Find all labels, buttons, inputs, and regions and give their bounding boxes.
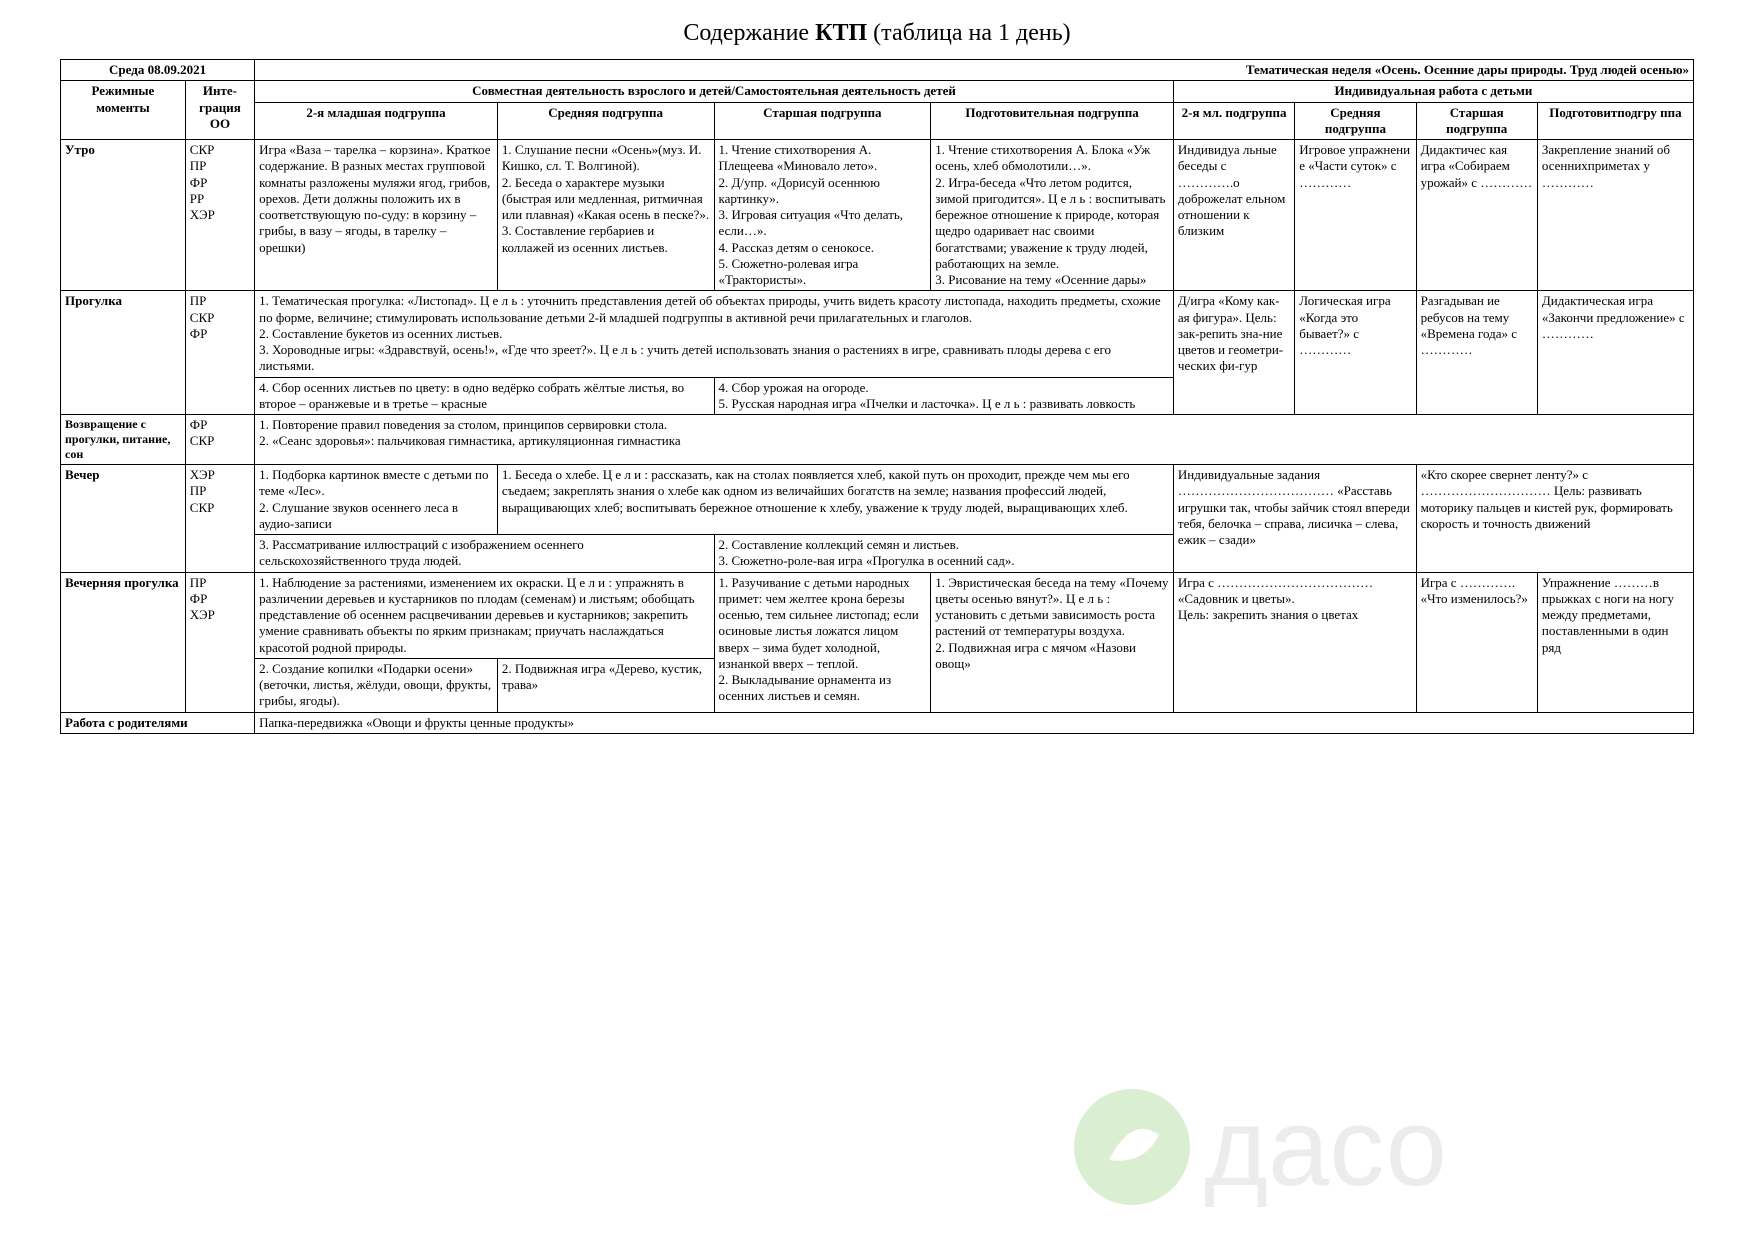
morning-oo: СКРПРФРРРХЭР bbox=[185, 140, 254, 291]
h-oo: Инте-грация ОО bbox=[185, 81, 254, 140]
evewalk-c9: Игра с …………. «Что изменилось?» bbox=[1416, 572, 1537, 712]
evewalk-c4-bot: 2. Подвижная игра «Дерево, кустик, трава… bbox=[497, 658, 714, 712]
h-sub4: Средняя подгруппа bbox=[497, 102, 714, 140]
morning-c5: 1. Чтение стихотворения А. Плещеева «Мин… bbox=[714, 140, 931, 291]
walk-bot-left: 4. Сбор осенних листьев по цвету: в одно… bbox=[255, 377, 714, 415]
evening-c3: 1. Подборка картинок вместе с детьми по … bbox=[255, 465, 498, 535]
h-sub10: Подготовитподгру ппа bbox=[1537, 102, 1693, 140]
title-prefix: Содержание bbox=[683, 20, 815, 46]
evening-c56-bot: 2. Составление коллекций семян и листьев… bbox=[714, 535, 1173, 573]
morning-c9: Дидактичес кая игра «Собираем урожай» с … bbox=[1416, 140, 1537, 291]
h-moments: Режимные моменты bbox=[61, 81, 186, 140]
evening-c34-bot: 3. Рассматривание иллюстраций с изображе… bbox=[255, 535, 714, 573]
title-suffix: (таблица на 1 день) bbox=[867, 20, 1071, 46]
evewalk-c78: Игра с ……………………………… «Садовник и цветы».Ц… bbox=[1173, 572, 1416, 712]
h-sub3: 2-я младшая подгруппа bbox=[255, 102, 498, 140]
return-label: Возвращение с прогулки, питание, сон bbox=[61, 415, 186, 465]
walk-oo: ПРСКРФР bbox=[185, 291, 254, 415]
evewalk-c5: 1. Разучивание с детьми народных примет:… bbox=[714, 572, 931, 712]
morning-c3: Игра «Ваза – тарелка – корзина». Краткое… bbox=[255, 140, 498, 291]
h-sub9: Старшая подгруппа bbox=[1416, 102, 1537, 140]
h-sub6: Подготовительная подгруппа bbox=[931, 102, 1174, 140]
return-oo: ФРСКР bbox=[185, 415, 254, 465]
evening-c78: Индивидуальные задания ……………………………… «Рас… bbox=[1173, 465, 1416, 573]
walk-top: 1. Тематическая прогулка: «Листопад». Ц … bbox=[255, 291, 1174, 377]
evewalk-oo: ПРФРХЭР bbox=[185, 572, 254, 712]
evewalk-c10: Упражнение ………в прыжках с ноги на ногу м… bbox=[1537, 572, 1693, 712]
date-cell: Среда 08.09.2021 bbox=[61, 60, 255, 81]
morning-c6: 1. Чтение стихотворения А. Блока «Уж осе… bbox=[931, 140, 1174, 291]
walk-label: Прогулка bbox=[61, 291, 186, 415]
morning-c8: Игровое упражнени е «Части суток» с ………… bbox=[1295, 140, 1416, 291]
svg-text:дасо: дасо bbox=[1204, 1086, 1447, 1209]
morning-c10: Закрепление знаний об осеннихприметах у … bbox=[1537, 140, 1693, 291]
evening-row-1: Вечер ХЭРПРСКР 1. Подборка картинок вмес… bbox=[61, 465, 1694, 535]
header-row-1: Режимные моменты Инте-грация ОО Совместн… bbox=[61, 81, 1694, 102]
walk-c10: Дидактическая игра «Закончи предложение»… bbox=[1537, 291, 1693, 415]
evewalk-c34-top: 1. Наблюдение за растениями, изменением … bbox=[255, 572, 714, 658]
morning-c4: 1. Слушание песни «Осень»(муз. И. Кишко,… bbox=[497, 140, 714, 291]
evewalk-c3-bot: 2. Создание копилки «Подарки осени» (вет… bbox=[255, 658, 498, 712]
title-bold: КТП bbox=[815, 20, 867, 46]
parents-text: Папка-передвижка «Овощи и фрукты ценные … bbox=[255, 712, 1694, 733]
h-sub8: Средняя подгруппа bbox=[1295, 102, 1416, 140]
watermark-logo: дасо bbox=[1064, 1065, 1484, 1220]
evening-c910: «Кто скорее свернет ленту?» с …………………………… bbox=[1416, 465, 1693, 573]
evening-label: Вечер bbox=[61, 465, 186, 573]
evening-c456: 1. Беседа о хлебе. Ц е л и : рассказать,… bbox=[497, 465, 1173, 535]
date-row: Среда 08.09.2021 Тематическая неделя «Ос… bbox=[61, 60, 1694, 81]
evewalk-row-1: Вечерняя прогулка ПРФРХЭР 1. Наблюдение … bbox=[61, 572, 1694, 658]
h-joint: Совместная деятельность взрослого и дете… bbox=[255, 81, 1174, 102]
h-sub7: 2-я мл. подгруппа bbox=[1173, 102, 1294, 140]
theme-cell: Тематическая неделя «Осень. Осенние дары… bbox=[255, 60, 1694, 81]
walk-row-1: Прогулка ПРСКРФР 1. Тематическая прогулк… bbox=[61, 291, 1694, 377]
walk-bot-right: 4. Сбор урожая на огороде.5. Русская нар… bbox=[714, 377, 1173, 415]
morning-label: Утро bbox=[61, 140, 186, 291]
walk-c8: Логическая игра «Когда это бывает?» с ……… bbox=[1295, 291, 1416, 415]
return-row: Возвращение с прогулки, питание, сон ФРС… bbox=[61, 415, 1694, 465]
morning-row: Утро СКРПРФРРРХЭР Игра «Ваза – тарелка –… bbox=[61, 140, 1694, 291]
return-text: 1. Повторение правил поведения за столом… bbox=[255, 415, 1694, 465]
walk-c9: Разгадыван ие ребусов на тему «Времена г… bbox=[1416, 291, 1537, 415]
h-indiv: Индивидуальная работа с детьми bbox=[1173, 81, 1693, 102]
header-row-2: 2-я младшая подгруппа Средняя подгруппа … bbox=[61, 102, 1694, 140]
parents-label: Работа с родителями bbox=[61, 712, 255, 733]
parents-row: Работа с родителями Папка-передвижка «Ов… bbox=[61, 712, 1694, 733]
morning-c7: Индивидуа льные беседы с ………….о доброжел… bbox=[1173, 140, 1294, 291]
evewalk-c6: 1. Эвристическая беседа на тему «Почему … bbox=[931, 572, 1174, 712]
evewalk-label: Вечерняя прогулка bbox=[61, 572, 186, 712]
ktp-table: Среда 08.09.2021 Тематическая неделя «Ос… bbox=[60, 59, 1694, 734]
h-sub5: Старшая подгруппа bbox=[714, 102, 931, 140]
evening-oo: ХЭРПРСКР bbox=[185, 465, 254, 573]
page-title: Содержание КТП (таблица на 1 день) bbox=[60, 20, 1694, 47]
walk-c7: Д/игра «Кому как-ая фигура». Цель: зак-р… bbox=[1173, 291, 1294, 415]
